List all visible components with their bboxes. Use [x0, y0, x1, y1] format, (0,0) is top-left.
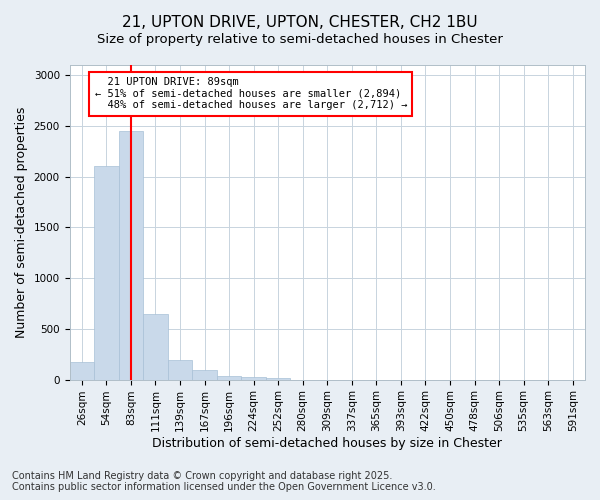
Text: Contains HM Land Registry data © Crown copyright and database right 2025.
Contai: Contains HM Land Registry data © Crown c… [12, 471, 436, 492]
Bar [119, 131, 143, 380]
Bar [266, 378, 290, 380]
Bar [192, 370, 217, 380]
Bar [241, 376, 266, 380]
X-axis label: Distribution of semi-detached houses by size in Chester: Distribution of semi-detached houses by … [152, 437, 502, 450]
Bar [143, 314, 168, 380]
Text: 21, UPTON DRIVE, UPTON, CHESTER, CH2 1BU: 21, UPTON DRIVE, UPTON, CHESTER, CH2 1BU [122, 15, 478, 30]
Bar [94, 166, 119, 380]
Bar [217, 376, 241, 380]
Text: 21 UPTON DRIVE: 89sqm
← 51% of semi-detached houses are smaller (2,894)
  48% of: 21 UPTON DRIVE: 89sqm ← 51% of semi-deta… [95, 77, 407, 110]
Bar [168, 360, 192, 380]
Text: Size of property relative to semi-detached houses in Chester: Size of property relative to semi-detach… [97, 32, 503, 46]
Y-axis label: Number of semi-detached properties: Number of semi-detached properties [15, 106, 28, 338]
Bar [70, 362, 94, 380]
